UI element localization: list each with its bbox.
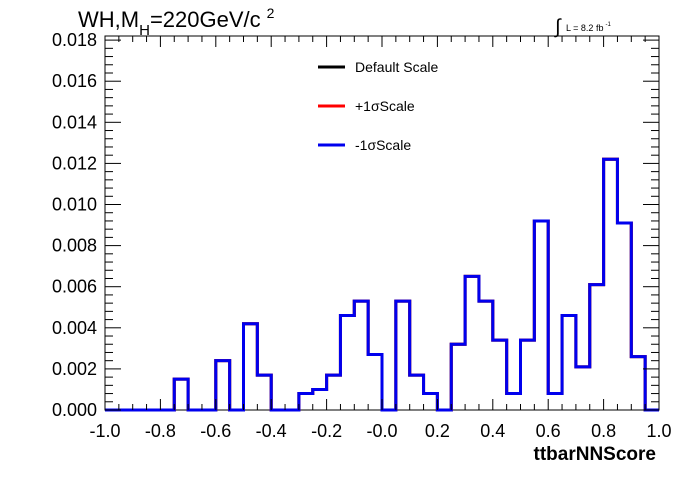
title-superscript: 2 <box>267 5 275 21</box>
y-axis: 0.000 0.002 0.004 0.006 0.008 0.010 0.012 0.014… <box>52 30 659 420</box>
chart-title: WH,MH=220GeV/c 2 <box>78 5 275 39</box>
y-tick-label: 0.016 <box>52 71 97 91</box>
x-tick-label: -0.6 <box>200 421 231 441</box>
x-tick-label: -0.2 <box>311 421 342 441</box>
y-tick-label: 0.004 <box>52 318 97 338</box>
y-tick-label: 0.002 <box>52 359 97 379</box>
series-layer <box>105 157 659 412</box>
x-tick-label: 1.0 <box>646 421 671 441</box>
legend-label-plus-sigma: +1σScale <box>355 98 415 114</box>
x-tick-label: -0.0 <box>366 421 397 441</box>
x-tick-label: 0.2 <box>425 421 450 441</box>
x-axis: -1.0 -0.8 -0.6 -0.4 -0.2 -0.0 0.2 0.4 0.6 0.8 1.0 <box>89 36 672 441</box>
legend-label-minus-sigma: -1σScale <box>355 137 411 153</box>
integral-sign: ∫ <box>554 16 562 38</box>
x-tick-label: -0.4 <box>256 421 287 441</box>
lumi-text: L = 8.2 fb <box>566 23 603 33</box>
x-tick-label: -1.0 <box>89 421 120 441</box>
x-tick-label: 0.4 <box>480 421 505 441</box>
x-axis-title: ttbarNNScore <box>534 444 656 465</box>
legend: Default Scale +1σScale -1σScale <box>318 59 438 153</box>
x-tick-label: 0.6 <box>536 421 561 441</box>
y-tick-label: 0.018 <box>52 30 97 50</box>
y-tick-label: 0.000 <box>52 400 97 420</box>
legend-label-default: Default Scale <box>355 59 438 75</box>
x-tick-label: -0.8 <box>145 421 176 441</box>
y-tick-label: 0.014 <box>52 112 97 132</box>
y-tick-label: 0.006 <box>52 277 97 297</box>
title-rest: =220GeV/c <box>150 7 261 32</box>
y-tick-label: 0.012 <box>52 153 97 173</box>
y-tick-label: 0.008 <box>52 236 97 256</box>
histogram-series-2 <box>105 157 659 412</box>
title-main: WH,M <box>78 7 139 32</box>
title-subscript: H <box>139 22 150 39</box>
lumi-superscript: -1 <box>605 22 611 28</box>
histogram-line <box>105 157 659 412</box>
y-tick-label: 0.010 <box>52 195 97 215</box>
luminosity-label: L = 8.2 fb -1 <box>566 22 611 33</box>
x-tick-label: 0.8 <box>591 421 616 441</box>
